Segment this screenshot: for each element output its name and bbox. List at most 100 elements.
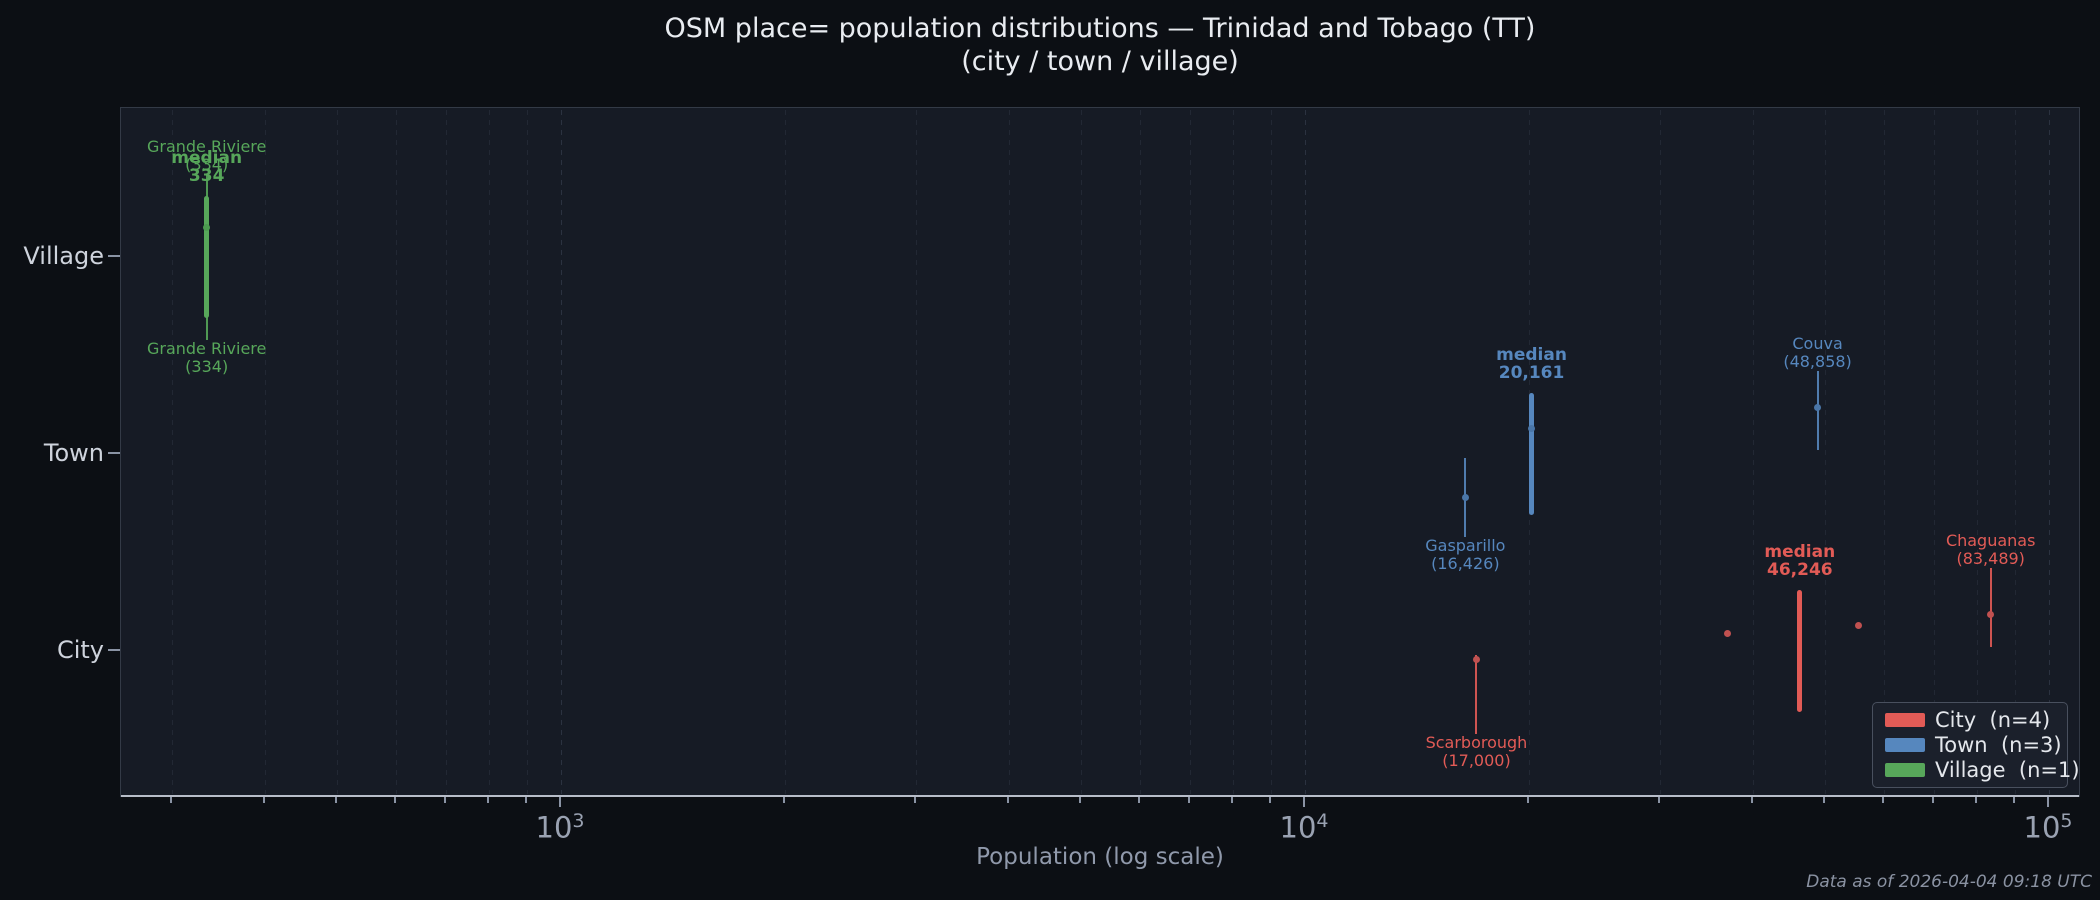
legend-label: Town (n=3) <box>1935 732 2062 757</box>
x-tick-label: 105 <box>2024 810 2073 845</box>
place-dot <box>1528 424 1536 432</box>
place-label-below: Scarborough <box>1425 733 1528 752</box>
x-tick-minor <box>169 797 172 803</box>
place-label-below: (16,426) <box>1431 554 1500 573</box>
x-tick-minor <box>524 797 527 803</box>
gridline-minor <box>1081 110 1083 794</box>
place-dot-couva <box>1814 403 1822 411</box>
data-timestamp: Data as of 2026-04-04 09:18 UTC <box>1806 872 2092 892</box>
x-tick-minor <box>1881 797 1884 803</box>
gridline-minor <box>1825 110 1827 794</box>
x-tick-minor <box>913 797 916 803</box>
x-tick-exponent: 4 <box>1316 810 1329 832</box>
place-label-above: Chaguanas <box>1945 531 2036 550</box>
x-tick-minor <box>1657 797 1660 803</box>
x-tick-minor <box>782 797 785 803</box>
median-bar-town <box>1529 393 1535 515</box>
median-label-city: median <box>1764 542 1836 562</box>
median-label-village: 334 <box>188 166 225 186</box>
legend-item: Village (n=1) <box>1873 758 2080 782</box>
x-axis-label: Population (log scale) <box>976 844 1224 870</box>
chart-title-line2: (city / town / village) <box>961 46 1239 77</box>
x-tick-exponent: 5 <box>2060 810 2073 832</box>
gridline-major <box>1305 110 1306 794</box>
gridline-minor <box>1976 110 1978 794</box>
label-leader <box>1475 655 1478 734</box>
median-bar-city <box>1797 590 1803 712</box>
median-label-city: 46,246 <box>1767 560 1833 580</box>
place-dot-gasparillo <box>1461 493 1469 501</box>
gridline-minor <box>395 110 397 794</box>
legend-item: Town (n=3) <box>1873 733 2067 757</box>
gridline-minor <box>488 110 490 794</box>
legend-label: City (n=4) <box>1935 707 2051 732</box>
x-tick-base: 10 <box>1279 810 1317 845</box>
median-label-village: median <box>171 148 243 168</box>
x-tick-minor <box>1823 797 1826 803</box>
x-tick-minor <box>1268 797 1271 803</box>
gridline-minor <box>1270 110 1272 794</box>
place-dot <box>1854 621 1862 629</box>
x-tick-base: 10 <box>2023 810 2061 845</box>
x-tick-label: 104 <box>1280 810 1329 845</box>
y-tick <box>108 452 120 454</box>
x-tick-minor <box>1079 797 1082 803</box>
gridline-minor <box>1752 110 1754 794</box>
legend-label: Village (n=1) <box>1935 758 2080 783</box>
gridline-major <box>2049 110 2050 794</box>
place-label-above: (48,858) <box>1783 352 1852 371</box>
place-label-below: Gasparillo <box>1425 536 1506 555</box>
x-tick-minor <box>486 797 489 803</box>
legend-swatch <box>1885 763 1925 778</box>
x-tick-minor <box>1006 797 1009 803</box>
place-label-below: Grande Riviere <box>146 339 267 358</box>
legend: City (n=4) Town (n=3) Village (n=1) <box>1872 702 2080 788</box>
label-leader <box>1989 568 1992 647</box>
place-label-above: (334) <box>185 155 229 174</box>
place-dot-chaguanas <box>1987 610 1995 618</box>
gridline-major <box>561 110 562 794</box>
gridline-minor <box>915 110 917 794</box>
x-tick-minor <box>1137 797 1140 803</box>
place-dot-scarborough <box>1472 655 1480 663</box>
x-tick-minor <box>443 797 446 803</box>
gridline-minor <box>1139 110 1141 794</box>
y-tick <box>108 255 120 257</box>
chart-title-line1: OSM place= population distributions — Tr… <box>664 13 1536 44</box>
place-dot <box>1724 629 1732 637</box>
x-tick-base: 10 <box>535 810 573 845</box>
x-tick-minor <box>262 797 265 803</box>
x-tick-major <box>2047 797 2049 807</box>
y-category-label-city: City <box>56 636 104 664</box>
place-label-below: (17,000) <box>1442 751 1511 770</box>
gridline-minor <box>526 110 528 794</box>
place-label-above: (83,489) <box>1956 549 2025 568</box>
label-leader <box>1816 371 1819 450</box>
gridline-minor <box>1232 110 1234 794</box>
legend-swatch <box>1885 712 1925 727</box>
legend-item: City (n=4) <box>1873 708 2067 732</box>
x-tick-minor <box>2012 797 2015 803</box>
x-tick-label: 103 <box>536 810 585 845</box>
gridline-minor <box>171 110 173 794</box>
place-label-above: Couva <box>1792 334 1843 353</box>
y-category-label-town: Town <box>43 439 104 467</box>
x-tick-minor <box>1750 797 1753 803</box>
place-label-above: Grande Riviere <box>146 137 267 156</box>
x-tick-exponent: 3 <box>572 810 585 832</box>
plot-area: Grande Riviere (334) Grande Riviere (334) me… <box>120 107 2080 797</box>
y-category-label-village: Village <box>23 242 104 270</box>
gridline-minor <box>784 110 786 794</box>
gridline-minor <box>337 110 339 794</box>
x-tick-major <box>559 797 561 807</box>
gridline-minor <box>1933 110 1935 794</box>
median-label-town: 20,161 <box>1498 363 1565 383</box>
median-bar-village <box>204 196 210 318</box>
gridline-minor <box>264 110 266 794</box>
legend-swatch <box>1885 737 1925 752</box>
x-tick-minor <box>1974 797 1977 803</box>
chart-title: OSM place= population distributions — Tr… <box>120 12 2080 78</box>
x-tick-minor <box>335 797 338 803</box>
gridline-minor <box>1883 110 1885 794</box>
